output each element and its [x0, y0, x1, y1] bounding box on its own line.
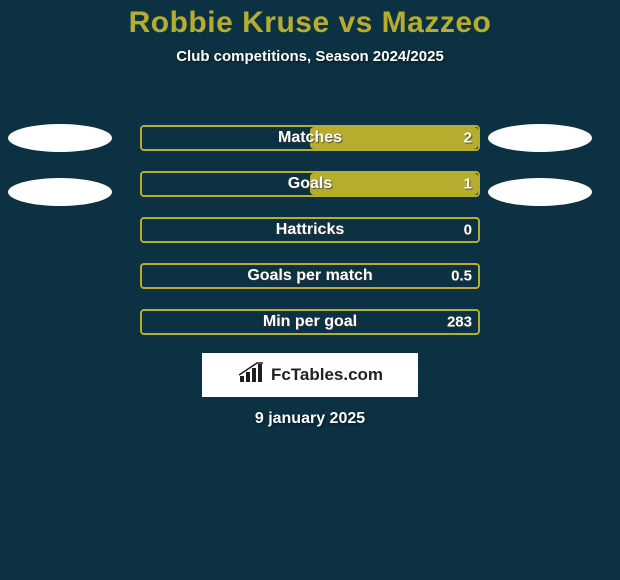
- stat-label: Goals per match: [247, 267, 372, 285]
- stat-row: Min per goal 283: [0, 309, 620, 335]
- stat-label: Hattricks: [276, 221, 344, 239]
- logo-box: FcTables.com: [202, 353, 418, 397]
- stat-value-right: 0: [464, 222, 472, 239]
- player-right-marker: [488, 124, 592, 152]
- stat-row: Hattricks 0: [0, 217, 620, 243]
- stat-bar: Hattricks 0: [140, 217, 480, 243]
- stat-bar: Goals 1: [140, 171, 480, 197]
- stat-row: Goals per match 0.5: [0, 263, 620, 289]
- subtitle: Club competitions, Season 2024/2025: [0, 48, 620, 65]
- logo-text: FcTables.com: [271, 365, 383, 385]
- stat-label: Matches: [278, 129, 342, 147]
- stat-row: Matches 2: [0, 125, 620, 151]
- stat-bar-fill-right: [310, 173, 478, 195]
- stat-value-right: 2: [464, 130, 472, 147]
- stat-label: Min per goal: [263, 313, 357, 331]
- stat-value-right: 0.5: [451, 268, 472, 285]
- stat-value-right: 1: [464, 176, 472, 193]
- stat-bar: Goals per match 0.5: [140, 263, 480, 289]
- stat-value-right: 283: [447, 314, 472, 331]
- stat-bar: Min per goal 283: [140, 309, 480, 335]
- player-left-marker: [8, 178, 112, 206]
- stat-label: Goals: [288, 175, 332, 193]
- comparison-infographic: Robbie Kruse vs Mazzeo Club competitions…: [0, 0, 620, 580]
- stat-row: Goals 1: [0, 171, 620, 197]
- page-title: Robbie Kruse vs Mazzeo: [0, 0, 620, 40]
- date-text: 9 january 2025: [0, 410, 620, 428]
- bar-chart-icon: [237, 362, 265, 389]
- stat-bar: Matches 2: [140, 125, 480, 151]
- player-right-marker: [488, 178, 592, 206]
- player-left-marker: [8, 124, 112, 152]
